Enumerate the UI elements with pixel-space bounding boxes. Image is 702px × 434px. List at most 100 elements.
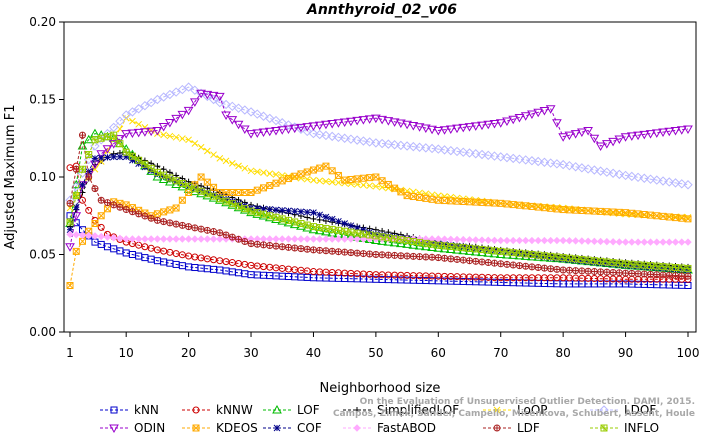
data-point-odin (283, 125, 294, 134)
series-kdeos (66, 162, 692, 289)
y-tick-label: 0.15 (29, 93, 56, 107)
data-point-kdeos (334, 171, 342, 179)
data-point-loop (228, 160, 236, 167)
data-point-ldof (545, 158, 556, 168)
data-point-ldf (235, 235, 243, 243)
x-tick-label: 30 (243, 346, 258, 360)
data-point-ldof (321, 130, 331, 141)
series-knn (66, 212, 692, 289)
data-point-fastabod (116, 234, 124, 243)
data-point-ldof (464, 148, 475, 158)
data-point-odin (171, 114, 181, 124)
data-point-ldf (72, 165, 80, 173)
data-point-odin (277, 126, 288, 135)
data-point-odin (333, 119, 344, 128)
legend-item-knn: kNN (100, 403, 159, 417)
data-point-cof (91, 155, 99, 162)
data-point-loop (210, 151, 217, 159)
data-point-inflo (66, 218, 74, 226)
data-point-ldof (389, 140, 400, 150)
data-point-ldof (339, 133, 350, 143)
data-point-ldof (589, 165, 600, 175)
data-point-fastabod (66, 230, 74, 239)
data-point-odin (239, 125, 250, 134)
data-point-ldof (471, 149, 481, 159)
x-tick-label: 80 (556, 346, 571, 360)
legend-marker (600, 424, 608, 432)
data-point-ldf (85, 173, 93, 181)
data-point-odin (558, 133, 569, 142)
data-point-ldf (628, 269, 636, 277)
data-point-odin (595, 142, 606, 152)
data-point-ldof (190, 85, 200, 95)
data-point-inflo (559, 254, 567, 262)
data-point-inflo (391, 235, 399, 243)
series-ldf (66, 131, 692, 280)
data-point-ldf (253, 240, 261, 248)
data-point-odin (533, 108, 544, 118)
data-point-ldof (364, 137, 375, 147)
data-point-ldof (258, 111, 269, 121)
data-point-fastabod (503, 236, 511, 245)
data-point-ldof (508, 153, 518, 164)
data-point-ldf (522, 262, 530, 270)
data-point-ldof (652, 175, 662, 185)
legend-item-odin: ODIN (100, 421, 165, 434)
data-point-kdeos (341, 176, 349, 184)
data-point-odin (502, 117, 512, 127)
data-point-fastabod (584, 237, 592, 245)
data-point-loop (397, 186, 405, 194)
data-point-fastabod (684, 238, 692, 246)
data-point-ldf (403, 252, 411, 260)
data-point-ldof (208, 94, 219, 105)
data-point-odin (651, 129, 662, 138)
data-point-lof (252, 209, 263, 218)
data-point-loop (216, 155, 224, 162)
data-point-ldf (141, 212, 149, 220)
data-point-cof (266, 206, 274, 213)
data-point-inflo (141, 160, 149, 168)
data-point-ldf (515, 262, 523, 270)
data-point-ldf (540, 264, 548, 272)
data-point-fastabod (334, 235, 343, 243)
data-point-ldf (416, 253, 424, 261)
data-point-odin (127, 129, 138, 138)
data-point-simplifiedlof (154, 163, 161, 170)
data-point-fastabod (72, 231, 80, 239)
data-point-ldof (421, 143, 431, 153)
y-tick-label: 0.00 (29, 325, 56, 339)
data-point-kdeos (235, 189, 243, 196)
data-point-loop (322, 177, 330, 185)
data-point-odin (414, 123, 425, 132)
data-point-fastabod (490, 236, 499, 245)
legend-label: LDF (517, 421, 540, 434)
data-point-ldf (640, 270, 648, 278)
data-point-kdeos (447, 197, 455, 205)
series-loop (66, 114, 692, 221)
data-point-odin (608, 137, 618, 147)
data-point-kdeos (366, 174, 374, 182)
data-point-inflo (341, 227, 349, 235)
data-point-ldf (428, 253, 436, 261)
data-point-kdeos (372, 173, 380, 181)
data-point-odin (445, 125, 456, 134)
data-point-fastabod (78, 231, 87, 239)
data-point-loop (122, 114, 130, 122)
data-point-kdeos (597, 207, 605, 215)
legend-item-ldf: LDF (483, 421, 540, 434)
data-point-loop (366, 182, 373, 190)
data-point-fastabod (590, 237, 599, 246)
data-point-lof (246, 207, 256, 217)
data-point-odin (264, 127, 275, 137)
x-axis-label: Neighborhood size (320, 381, 441, 396)
x-tick-label: 90 (618, 346, 633, 360)
legend-marker (493, 406, 501, 414)
data-point-loop (328, 178, 336, 186)
data-point-odin (539, 107, 550, 116)
data-point-inflo (110, 131, 118, 139)
data-point-odin (271, 127, 281, 136)
data-point-fastabod (553, 236, 561, 245)
data-point-odin (452, 124, 462, 134)
legend-item-ldof: LDOF (590, 403, 656, 417)
